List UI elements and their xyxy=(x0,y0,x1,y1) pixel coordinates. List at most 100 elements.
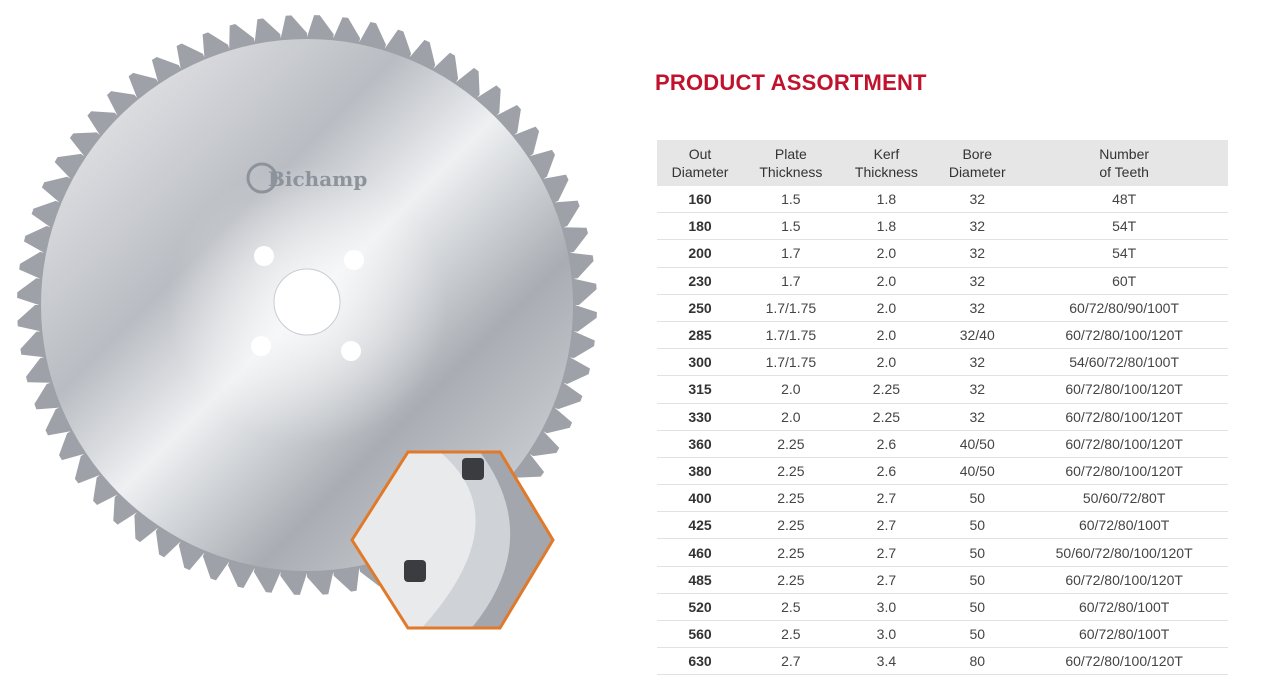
table-row: 380 2.25 2.6 40/50 60/72/80/100/120T xyxy=(657,457,1228,486)
table-cell: 180 xyxy=(657,212,744,241)
table-cell: 40/50 xyxy=(934,457,1021,486)
table-cell: 2.0 xyxy=(838,294,935,322)
table-row: 360 2.25 2.6 40/50 60/72/80/100/120T xyxy=(657,430,1228,458)
table-cell: 60/72/80/100/120T xyxy=(1020,566,1228,594)
table-cell: 80 xyxy=(934,647,1021,676)
table-row: 250 1.7/1.75 2.0 32 60/72/80/90/100T xyxy=(657,294,1228,322)
table-cell: 1.7/1.75 xyxy=(743,321,839,350)
table-row: 560 2.5 3.0 50 60/72/80/100T xyxy=(657,620,1228,649)
table-cell: 50/60/72/80/100/120T xyxy=(1020,538,1228,567)
table-cell: 2.25 xyxy=(743,484,839,513)
table-cell: 1.8 xyxy=(838,212,935,241)
table-cell: 60/72/80/90/100T xyxy=(1020,294,1228,322)
table-row: 180 1.5 1.8 32 54T xyxy=(657,212,1228,241)
table-cell: 2.0 xyxy=(838,321,935,350)
closeup-frame xyxy=(350,450,555,630)
table-cell: 40/50 xyxy=(934,430,1021,458)
table-cell: 32/40 xyxy=(934,321,1021,350)
table-cell: 60/72/80/100T xyxy=(1020,593,1228,622)
table-cell: 520 xyxy=(657,593,744,622)
table-cell: 1.7/1.75 xyxy=(743,348,839,377)
table-row: 460 2.25 2.7 50 50/60/72/80/100/120T xyxy=(657,538,1228,567)
table-cell: 2.7 xyxy=(838,511,935,540)
table-cell: 1.8 xyxy=(838,186,935,214)
table-cell: 50/60/72/80T xyxy=(1020,484,1228,513)
table-cell: 2.25 xyxy=(743,430,839,458)
table-row: 425 2.25 2.7 50 60/72/80/100T xyxy=(657,511,1228,540)
table-cell: 60T xyxy=(1020,267,1228,295)
table-cell: 360 xyxy=(657,430,744,458)
table-cell: 1.5 xyxy=(743,212,839,241)
table-cell: 32 xyxy=(934,239,1021,268)
table-cell: 330 xyxy=(657,403,744,431)
table-cell: 32 xyxy=(934,403,1021,431)
table-cell: 60/72/80/100/120T xyxy=(1020,403,1228,431)
table-row: 230 1.7 2.0 32 60T xyxy=(657,267,1228,295)
table-cell: 60/72/80/100/120T xyxy=(1020,321,1228,350)
table-cell: 1.7/1.75 xyxy=(743,294,839,322)
table-cell: 560 xyxy=(657,620,744,649)
saw-blade-image: Bichamp xyxy=(17,15,597,630)
table-cell: 2.0 xyxy=(743,375,839,404)
table-row: 400 2.25 2.7 50 50/60/72/80T xyxy=(657,484,1228,513)
table-cell: 60/72/80/100/120T xyxy=(1020,457,1228,486)
table-cell: 1.7 xyxy=(743,239,839,268)
table-row: 630 2.7 3.4 80 60/72/80/100/120T xyxy=(657,647,1228,676)
table-cell: 425 xyxy=(657,511,744,540)
table-cell: 2.6 xyxy=(838,430,935,458)
table-cell: 54T xyxy=(1020,239,1228,268)
table-cell: 3.0 xyxy=(838,620,935,649)
table-cell: 2.7 xyxy=(838,538,935,567)
table-cell: 2.0 xyxy=(743,403,839,431)
table-cell: 32 xyxy=(934,267,1021,295)
table-cell: 2.5 xyxy=(743,620,839,649)
table-cell: 2.7 xyxy=(743,647,839,676)
table-cell: 250 xyxy=(657,294,744,322)
table-cell: 2.25 xyxy=(743,511,839,540)
table-cell: 50 xyxy=(934,484,1021,513)
table-cell: 50 xyxy=(934,538,1021,567)
logo-text: Bichamp xyxy=(268,167,367,191)
table-cell: 32 xyxy=(934,212,1021,241)
table-cell: 315 xyxy=(657,375,744,404)
table-cell: 32 xyxy=(934,348,1021,377)
table-cell: 630 xyxy=(657,647,744,676)
table-cell: 200 xyxy=(657,239,744,268)
table-cell: 50 xyxy=(934,620,1021,649)
table-cell: 2.25 xyxy=(838,375,935,404)
pin-hole xyxy=(341,341,361,361)
table-cell: 2.5 xyxy=(743,593,839,622)
table-cell: 50 xyxy=(934,511,1021,540)
table-cell: 60/72/80/100T xyxy=(1020,620,1228,649)
pin-hole xyxy=(251,336,271,356)
table-cell: 54/60/72/80/100T xyxy=(1020,348,1228,377)
table-row: 160 1.5 1.8 32 48T xyxy=(657,186,1228,214)
table-cell: 230 xyxy=(657,267,744,295)
table-cell: 2.6 xyxy=(838,457,935,486)
column-header: Out Diameter xyxy=(657,140,744,186)
table-body: 160 1.5 1.8 32 48T 180 1.5 1.8 32 54T 200 1.7 2.0 32 5… xyxy=(657,186,1228,676)
table-cell: 400 xyxy=(657,484,744,513)
table-row: 330 2.0 2.25 32 60/72/80/100/120T xyxy=(657,403,1228,431)
table-row: 300 1.7/1.75 2.0 32 54/60/72/80/100T xyxy=(657,348,1228,377)
table-cell: 160 xyxy=(657,186,744,214)
table-row: 200 1.7 2.0 32 54T xyxy=(657,239,1228,268)
table-cell: 3.0 xyxy=(838,593,935,622)
table-cell: 2.0 xyxy=(838,267,935,295)
table-cell: 3.4 xyxy=(838,647,935,676)
column-header: Plate Thickness xyxy=(743,140,839,186)
table-cell: 460 xyxy=(657,538,744,567)
table-cell: 60/72/80/100/120T xyxy=(1020,375,1228,404)
table-cell: 50 xyxy=(934,566,1021,594)
table-cell: 2.25 xyxy=(743,457,839,486)
table-cell: 32 xyxy=(934,294,1021,322)
pin-hole xyxy=(254,246,274,266)
table-cell: 60/72/80/100T xyxy=(1020,511,1228,540)
table-cell: 2.25 xyxy=(743,566,839,594)
table-cell: 380 xyxy=(657,457,744,486)
table-cell: 50 xyxy=(934,593,1021,622)
table-cell: 2.0 xyxy=(838,239,935,268)
table-cell: 32 xyxy=(934,186,1021,214)
table-cell: 2.7 xyxy=(838,566,935,594)
